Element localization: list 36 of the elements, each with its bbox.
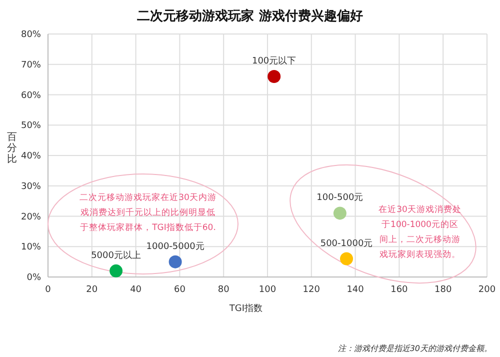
point [268,70,281,84]
point [110,264,123,278]
x-tick-label: 40 [130,285,142,295]
y-tick-label: 0% [26,273,42,283]
x-tick-label: 80 [218,285,230,295]
y-tick-label: 60% [20,90,42,101]
x-tick-label: 200 [478,285,496,295]
x-tick-label: 20 [86,285,98,295]
y-axis-title: 百分比 [7,132,17,165]
x-tick-label: 120 [302,285,320,295]
text: 注：游戏付费是指近30天的游戏付费金额。 [338,344,492,353]
series-label: 100元以下 [252,56,296,67]
series-label: 500-1000元 [320,238,373,249]
series-label: 100-500元 [316,192,364,204]
annotation: 在近30天游戏消费处于100-1000元的区间上，二次元移动游戏玩家则表现强劲。 [378,204,462,260]
y-tick-label: 40% [20,152,42,162]
x-tick-label: 180 [434,285,452,295]
y-tick-label: 30% [20,182,42,192]
annotation: 二次元移动游戏玩家在近30天内游戏消费达到千元以上的比例明显低于整体玩家群体，TGI指数低于60. [80,192,216,233]
x-tick-label: 100 [258,285,276,295]
x-tick-label: 140 [346,285,364,295]
y-tick-label: 70% [20,60,42,70]
point [333,206,346,220]
x-tick-label: 0 [45,285,52,295]
chart-title: 二次元移动游戏玩家 游戏付费兴趣偏好 [137,8,363,24]
point [340,252,354,266]
series-label: 1000-5000元 [146,240,204,252]
x-tick-label: 60 [174,285,186,295]
y-tick-label: 80% [20,30,42,40]
y-tick-label: 20% [20,212,42,222]
y-tick-label: 10% [20,242,42,253]
x-axis-title: TGI指数 [228,303,262,314]
y-tick-label: 50% [20,121,42,132]
series-label: 5000元以上 [91,250,141,261]
x-tick-label: 160 [390,285,408,295]
point [168,255,182,268]
